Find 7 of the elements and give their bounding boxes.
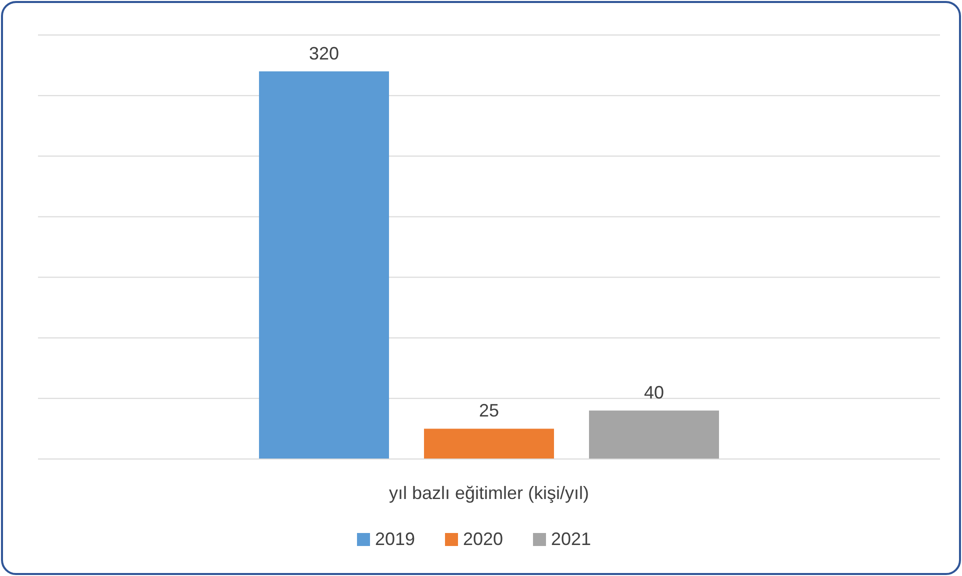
x-axis-title: yıl bazlı eğitimler (kişi/yıl) — [388, 483, 590, 503]
data-label: 320 — [308, 43, 340, 64]
legend-label: 2020 — [463, 529, 504, 549]
data-label: 25 — [478, 400, 500, 421]
legend-label: 2019 — [375, 529, 416, 549]
data-label: 40 — [644, 382, 664, 403]
legend-label: 2021 — [551, 529, 592, 549]
